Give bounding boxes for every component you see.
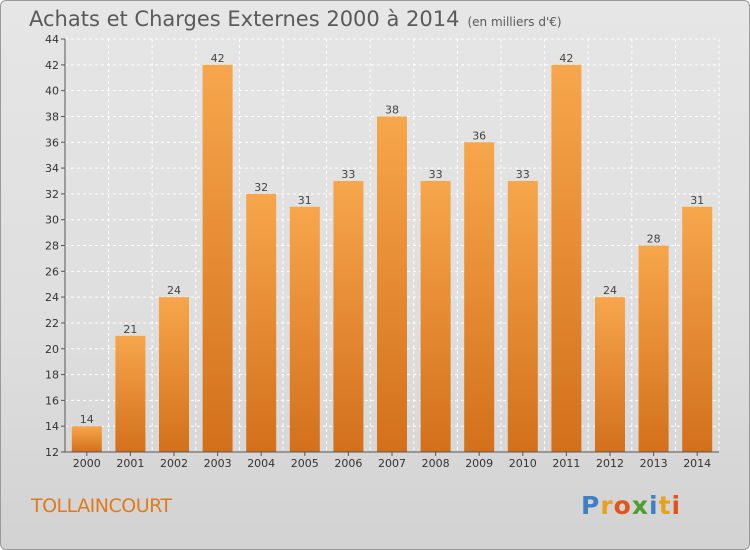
bar-value-label: 31 bbox=[298, 194, 312, 207]
bar bbox=[202, 64, 233, 452]
logo-letter: i bbox=[671, 491, 682, 520]
x-tick-label: 2000 bbox=[73, 457, 101, 470]
x-tick-label: 2011 bbox=[552, 457, 580, 470]
y-tick-label: 20 bbox=[45, 343, 59, 356]
y-tick-label: 28 bbox=[45, 240, 59, 253]
y-tick-label: 42 bbox=[45, 59, 59, 72]
chart-title: Achats et Charges Externes 2000 à 2014 (e… bbox=[29, 7, 562, 31]
bar-value-label: 28 bbox=[647, 233, 661, 246]
axis-layer: 12 14 16 18 20 22 24 26 28 30 32 34 36 38 40 42 44 2000 20… bbox=[45, 33, 719, 470]
bar-value-label: 32 bbox=[254, 181, 268, 194]
y-tick-label: 16 bbox=[45, 394, 59, 407]
chart-title-text: Achats et Charges Externes 2000 à 2014 bbox=[29, 7, 460, 31]
x-tick-label: 2013 bbox=[640, 457, 668, 470]
x-tick-label: 2007 bbox=[378, 457, 406, 470]
y-tick-label: 32 bbox=[45, 188, 59, 201]
bar-value-label: 42 bbox=[559, 52, 573, 65]
bar bbox=[638, 245, 669, 452]
bar-value-label: 33 bbox=[516, 168, 530, 181]
bar bbox=[464, 142, 495, 452]
bar bbox=[420, 180, 451, 452]
logo-letter: t bbox=[658, 491, 672, 520]
bar-value-label: 21 bbox=[123, 323, 137, 336]
commune-name: TOLLAINCOURT bbox=[31, 495, 172, 517]
logo-letter: r bbox=[600, 491, 614, 520]
bar-value-label: 31 bbox=[690, 194, 704, 207]
x-tick-label: 2012 bbox=[596, 457, 624, 470]
bar bbox=[377, 116, 407, 452]
x-tick-label: 2006 bbox=[334, 457, 362, 470]
x-tick-label: 2004 bbox=[247, 457, 275, 470]
x-tick-label: 2002 bbox=[160, 457, 188, 470]
bar-value-label: 36 bbox=[472, 129, 486, 142]
x-tick-label: 2005 bbox=[291, 457, 319, 470]
y-tick-label: 24 bbox=[45, 291, 59, 304]
x-tick-label: 2008 bbox=[422, 457, 450, 470]
proxiti-logo: Proxiti bbox=[581, 491, 681, 520]
logo-letter: o bbox=[613, 491, 632, 520]
x-tick-label: 2001 bbox=[116, 457, 144, 470]
bar-value-label: 33 bbox=[429, 168, 443, 181]
y-tick-label: 30 bbox=[45, 214, 59, 227]
y-tick-label: 18 bbox=[45, 369, 59, 382]
y-tick-label: 26 bbox=[45, 265, 59, 278]
chart-subtitle: (en milliers d'€) bbox=[467, 15, 562, 29]
bar-value-label: 42 bbox=[211, 52, 225, 65]
y-tick-label: 36 bbox=[45, 136, 59, 149]
y-tick-label: 38 bbox=[45, 110, 59, 123]
y-tick-label: 40 bbox=[45, 85, 59, 98]
bar bbox=[333, 180, 364, 452]
logo-letter: i bbox=[649, 491, 659, 520]
bar-layer: 14 21 24 42 32 31 33 38 33 36 33 42 24 28 31 bbox=[71, 52, 713, 452]
bar-value-label: 24 bbox=[603, 284, 617, 297]
bar bbox=[595, 297, 625, 452]
bar bbox=[289, 206, 320, 452]
bar bbox=[246, 193, 277, 452]
bar-value-label: 24 bbox=[167, 284, 181, 297]
x-tick-label: 2014 bbox=[683, 457, 711, 470]
bar bbox=[71, 426, 102, 452]
y-tick-label: 34 bbox=[45, 162, 59, 175]
logo-letter: P bbox=[581, 491, 601, 520]
bar-value-label: 14 bbox=[80, 413, 94, 426]
bar bbox=[115, 335, 146, 452]
x-tick-label: 2003 bbox=[204, 457, 232, 470]
bar bbox=[551, 64, 582, 452]
y-tick-label: 44 bbox=[45, 33, 59, 46]
logo-letter: x bbox=[631, 491, 649, 520]
y-tick-label: 14 bbox=[45, 420, 59, 433]
x-tick-label: 2010 bbox=[509, 457, 537, 470]
bar-value-label: 38 bbox=[385, 103, 399, 116]
bar bbox=[507, 180, 538, 452]
x-tick-label: 2009 bbox=[465, 457, 493, 470]
bar-value-label: 33 bbox=[341, 168, 355, 181]
y-tick-label: 12 bbox=[45, 446, 59, 459]
y-tick-label: 22 bbox=[45, 317, 59, 330]
bar bbox=[682, 206, 713, 452]
bar bbox=[159, 297, 189, 452]
